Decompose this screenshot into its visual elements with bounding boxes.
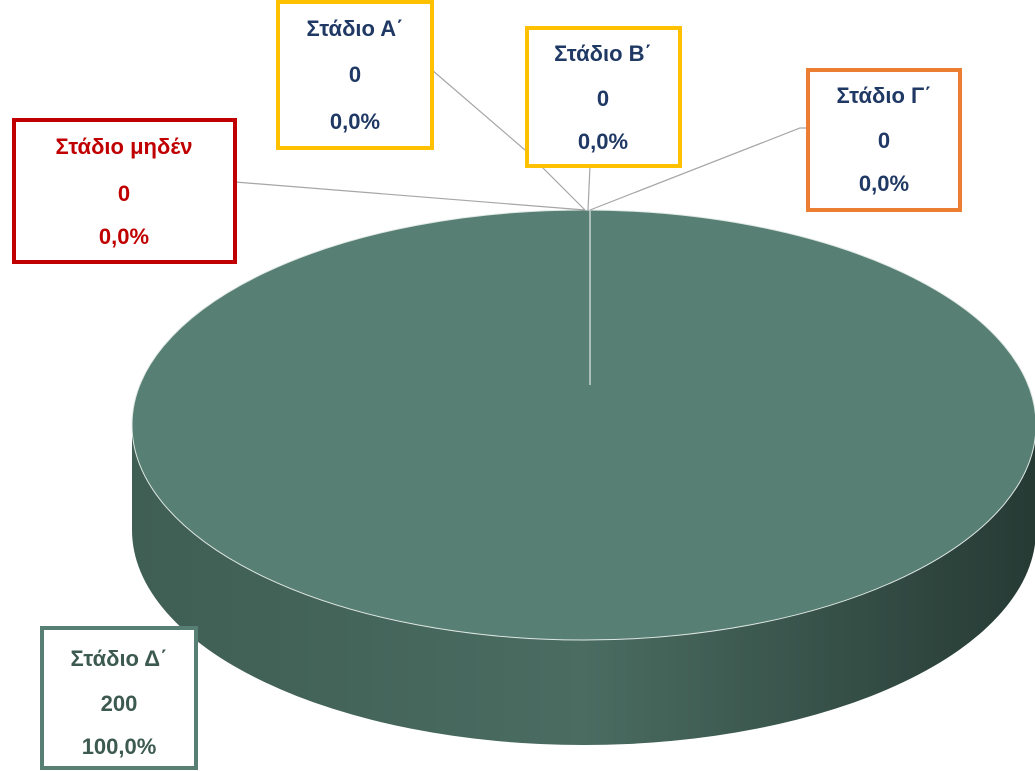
leader-line [589, 127, 808, 211]
label-box [525, 26, 682, 168]
slice-side [132, 425, 1035, 745]
label-box [40, 626, 198, 770]
leader-line [234, 181, 586, 211]
value-label: 0 [349, 62, 361, 87]
value-label: 0 [597, 86, 609, 111]
percent-label: 0,0% [578, 129, 628, 154]
label-box [806, 68, 962, 212]
category-label: Στάδιο Α΄ [307, 16, 404, 41]
percent-label: 0,0% [330, 109, 380, 134]
category-label: Στάδιο μηδέν [56, 134, 193, 159]
percent-label: 0,0% [99, 224, 149, 249]
percent-label: 0,0% [859, 171, 909, 196]
value-label: 0 [878, 128, 890, 153]
value-label: 200 [101, 691, 138, 716]
category-label: Στάδιο Β΄ [554, 41, 652, 66]
percent-label: 100,0% [82, 734, 157, 759]
category-label: Στάδιο Γ΄ [836, 83, 931, 108]
value-label: 0 [118, 181, 130, 206]
slice [131, 209, 1035, 641]
category-label: Στάδιο Δ΄ [71, 646, 168, 671]
label-box [276, 0, 434, 150]
label-box [12, 118, 237, 264]
leader-line [587, 165, 591, 211]
